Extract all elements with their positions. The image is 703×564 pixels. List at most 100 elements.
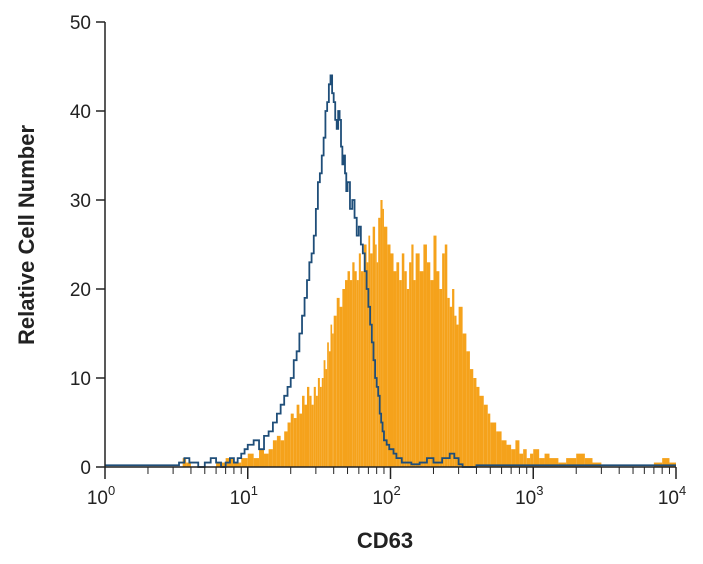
histogram-bar — [449, 306, 453, 467]
histogram-bar — [452, 289, 455, 467]
histogram-bar — [393, 271, 397, 467]
histogram-bar — [456, 324, 459, 467]
y-tick-label: 0 — [80, 458, 91, 479]
histogram-bar — [490, 422, 497, 467]
histogram-bar — [406, 289, 410, 467]
x-tick-label: 103 — [515, 483, 543, 509]
histogram-bar — [444, 244, 448, 467]
y-tick-label: 10 — [70, 369, 91, 390]
histogram-bar — [375, 244, 377, 467]
histogram-bar — [317, 378, 320, 467]
histogram-bar — [332, 333, 334, 467]
histogram-bar — [411, 244, 414, 467]
histogram-bar — [415, 253, 420, 467]
histogram-bar — [304, 404, 307, 467]
histogram-bar — [476, 386, 480, 467]
histogram-bar — [368, 235, 371, 467]
histogram-bar — [264, 453, 269, 467]
histogram-bar — [404, 271, 407, 467]
histogram-bar — [426, 262, 431, 467]
histogram-bar — [349, 280, 353, 467]
histogram-bar — [454, 315, 457, 467]
outline-series-line — [105, 74, 676, 468]
histogram-bar — [436, 271, 440, 467]
histogram-bar — [526, 458, 531, 467]
histogram-bar — [466, 351, 470, 467]
histogram-bar — [549, 458, 559, 467]
histogram-bar — [584, 458, 593, 467]
histogram-bar — [380, 200, 383, 467]
histogram-bar — [576, 453, 585, 467]
histogram-bar — [413, 280, 416, 467]
x-tick-label: 101 — [230, 483, 258, 509]
histogram-bar — [259, 449, 265, 467]
histogram-bar — [515, 440, 520, 467]
histogram-bar — [321, 378, 324, 467]
histogram-bar — [319, 386, 322, 467]
histogram-bar — [293, 418, 297, 467]
histogram-bar — [378, 217, 381, 467]
histogram-bar — [473, 378, 477, 467]
histogram-bar — [501, 440, 507, 467]
histogram-bar — [533, 449, 540, 467]
x-tick-label: 102 — [372, 483, 400, 509]
histogram-bar — [487, 413, 491, 467]
histogram-bar — [241, 458, 248, 467]
histogram-bar — [363, 244, 367, 467]
histogram-bar — [325, 369, 328, 467]
histogram-bar — [272, 440, 277, 467]
histogram-bar — [358, 253, 361, 467]
histogram-bar — [360, 271, 364, 467]
histogram-bar — [390, 253, 394, 467]
histogram-bar — [347, 271, 350, 467]
y-tick-label: 20 — [70, 280, 91, 301]
histogram-bar — [287, 422, 291, 467]
histogram-bar — [462, 333, 467, 467]
histogram-bar — [496, 431, 502, 467]
histogram-bar — [447, 297, 450, 467]
histogram-bar — [280, 440, 285, 467]
histogram-bar — [523, 449, 527, 467]
histogram-bar — [313, 386, 316, 467]
histogram-bar — [356, 280, 359, 467]
histogram-bar — [423, 244, 427, 467]
histogram-bar — [247, 453, 254, 467]
histogram-bar — [366, 262, 369, 467]
histogram-bar — [409, 262, 412, 467]
histogram-bar — [315, 395, 318, 467]
histogram-bar — [383, 226, 388, 467]
histogram-bar — [458, 306, 463, 467]
histogram-bar — [376, 262, 379, 467]
histogram-bar — [401, 253, 405, 467]
histogram-bar — [333, 315, 337, 467]
histogram-bar — [268, 449, 273, 467]
x-tick-label: 104 — [658, 483, 686, 509]
histogram-bar — [336, 297, 340, 467]
histogram-bar — [302, 395, 305, 467]
histogram-bar — [311, 404, 314, 467]
histogram-bar — [396, 262, 400, 467]
axes: 0 10 20 30 40 50 100 101 102 103 104 — [70, 13, 686, 509]
histogram-bar — [299, 413, 303, 467]
histogram-bar — [433, 235, 437, 467]
y-axis-title: Relative Cell Number — [14, 125, 39, 346]
x-axis-title: CD63 — [357, 528, 413, 553]
series-outline-histogram — [105, 74, 676, 468]
histogram-bar — [387, 244, 391, 467]
histogram-bar — [284, 431, 288, 467]
histogram-bar — [352, 262, 355, 467]
histogram-bar — [186, 462, 191, 467]
histogram-bar — [506, 444, 512, 467]
y-tick-label: 30 — [70, 191, 91, 212]
histogram-bar — [290, 413, 294, 467]
histogram-bar — [469, 369, 474, 467]
histogram-bar — [306, 386, 310, 467]
y-tick-label: 40 — [70, 102, 91, 123]
histogram-bar — [328, 351, 331, 467]
histogram-bar — [342, 289, 345, 467]
histogram-bar — [419, 271, 424, 467]
histogram-bar — [327, 342, 329, 467]
histogram-bar — [233, 462, 242, 467]
histogram-bar — [370, 253, 373, 467]
